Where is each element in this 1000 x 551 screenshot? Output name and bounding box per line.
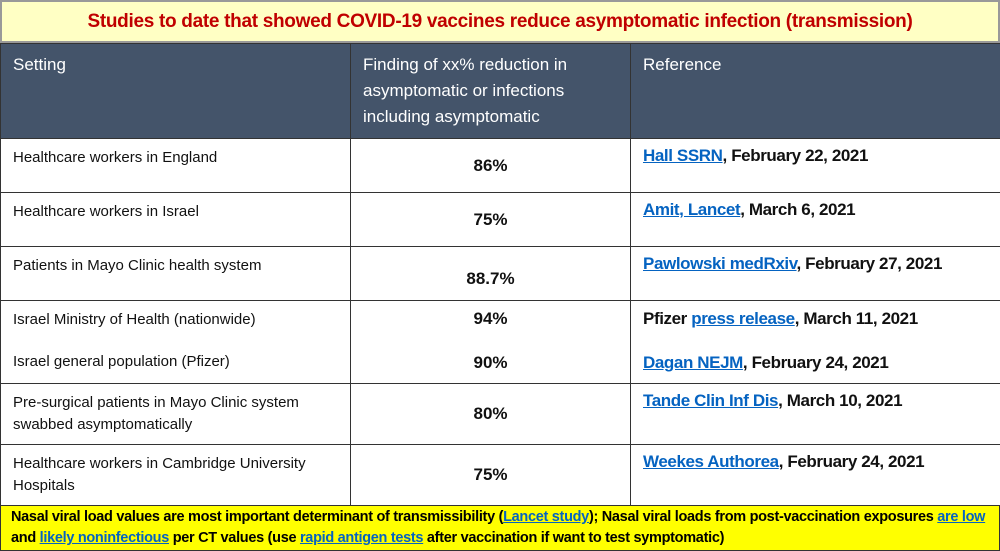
setting-text: Israel general population (Pfizer) <box>13 351 338 373</box>
setting-cell: Healthcare workers in Cambridge Universi… <box>1 445 351 506</box>
header-finding: Finding of xx% reduction in asymptomatic… <box>351 44 631 139</box>
reference-cell: Pawlowski medRxiv, February 27, 2021 <box>631 247 1000 301</box>
reference-date: , February 27, 2021 <box>797 254 943 273</box>
finding-cell: 75% <box>351 193 631 247</box>
reference-cell: Pfizer press release, March 11, 2021 Daga… <box>631 301 1000 384</box>
finding-cell: 86% <box>351 139 631 193</box>
setting-cell: Pre-surgical patients in Mayo Clinic sys… <box>1 384 351 445</box>
footer-text: ); Nasal viral loads from post-vaccinati… <box>589 509 937 525</box>
finding-text: 94% <box>363 307 618 331</box>
reference-prefix: Pfizer <box>643 309 691 328</box>
reference-date: , February 24, 2021 <box>743 353 889 372</box>
reference-cell: Hall SSRN, February 22, 2021 <box>631 139 1000 193</box>
table-row: Israel Ministry of Health (nationwide) Is… <box>1 301 1000 384</box>
finding-cell: 75% <box>351 445 631 506</box>
table-row: Patients in Mayo Clinic health system 88… <box>1 247 1000 301</box>
table-row: Pre-surgical patients in Mayo Clinic sys… <box>1 384 1000 445</box>
setting-text: Israel Ministry of Health (nationwide) <box>13 309 338 331</box>
likely-noninfectious-link[interactable]: likely noninfectious <box>40 530 169 546</box>
finding-text: 90% <box>363 351 618 375</box>
setting-cell: Healthcare workers in Israel <box>1 193 351 247</box>
footer-text: Nasal viral load values are most importa… <box>11 509 503 525</box>
reference-date: , February 24, 2021 <box>779 452 925 471</box>
header-reference: Reference <box>631 44 1000 139</box>
header-setting: Setting <box>1 44 351 139</box>
rapid-antigen-tests-link[interactable]: rapid antigen tests <box>300 530 423 546</box>
reference-link[interactable]: Tande Clin Inf Dis <box>643 391 778 410</box>
table-title: Studies to date that showed COVID-19 vac… <box>0 0 1000 43</box>
finding-cell: 80% <box>351 384 631 445</box>
reference-date: , February 22, 2021 <box>723 146 869 165</box>
setting-cell: Israel Ministry of Health (nationwide) Is… <box>1 301 351 384</box>
table-row: Healthcare workers in England 86% Hall S… <box>1 139 1000 193</box>
studies-table: Setting Finding of xx% reduction in asym… <box>0 43 1000 506</box>
reference-link[interactable]: Dagan NEJM <box>643 353 743 372</box>
footer-text: after vaccination if want to test sympto… <box>423 530 724 546</box>
reference-date: , March 10, 2021 <box>778 391 902 410</box>
footer-note: Nasal viral load values are most importa… <box>0 506 1000 551</box>
reference-date: , March 11, 2021 <box>795 309 918 328</box>
header-row: Setting Finding of xx% reduction in asym… <box>1 44 1000 139</box>
lancet-study-link[interactable]: Lancet study <box>503 509 589 525</box>
reference-link[interactable]: Weekes Authorea <box>643 452 779 471</box>
finding-cell: 88.7% <box>351 247 631 301</box>
reference-link[interactable]: Hall SSRN <box>643 146 723 165</box>
footer-text: and <box>11 530 40 546</box>
table-row: Healthcare workers in Cambridge Universi… <box>1 445 1000 506</box>
reference-date: , March 6, 2021 <box>740 200 855 219</box>
reference-link[interactable]: Amit, Lancet <box>643 200 740 219</box>
reference-cell: Weekes Authorea, February 24, 2021 <box>631 445 1000 506</box>
reference-link[interactable]: Pawlowski medRxiv <box>643 254 797 273</box>
spacer <box>13 331 338 351</box>
setting-cell: Healthcare workers in England <box>1 139 351 193</box>
spacer <box>363 331 618 351</box>
table-row: Healthcare workers in Israel 75% Amit, L… <box>1 193 1000 247</box>
reference-cell: Amit, Lancet, March 6, 2021 <box>631 193 1000 247</box>
spacer <box>643 331 988 351</box>
setting-cell: Patients in Mayo Clinic health system <box>1 247 351 301</box>
finding-cell: 94% 90% <box>351 301 631 384</box>
reference-link[interactable]: press release <box>691 309 795 328</box>
footer-text: per CT values (use <box>169 530 300 546</box>
reference-cell: Tande Clin Inf Dis, March 10, 2021 <box>631 384 1000 445</box>
are-low-link[interactable]: are low <box>937 509 985 525</box>
